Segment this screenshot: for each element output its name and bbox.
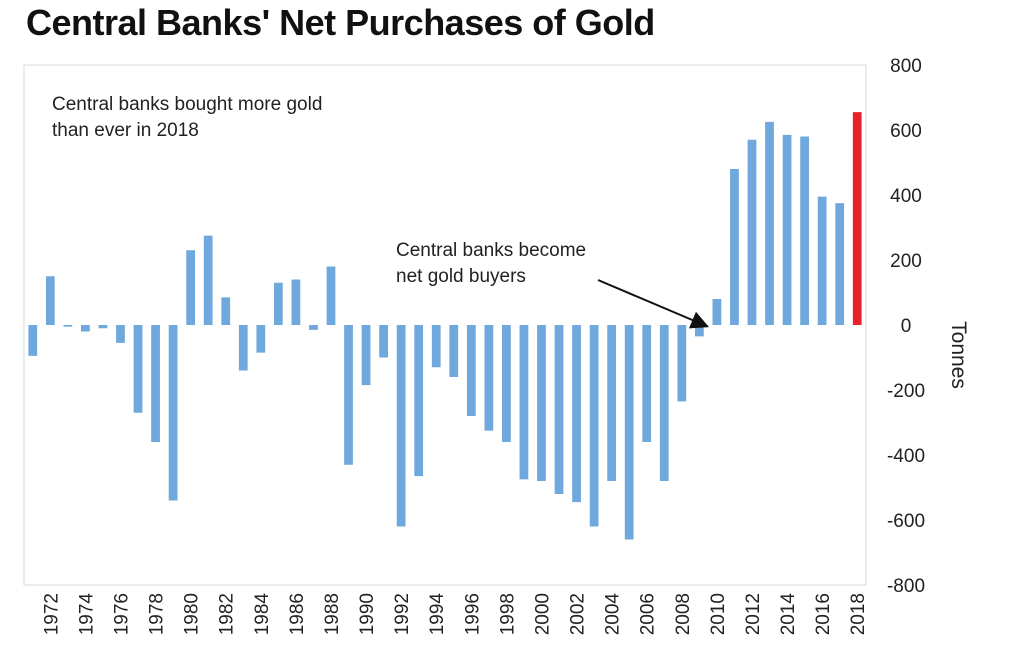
bar-1975 (98, 325, 108, 329)
bar-2018 (852, 112, 862, 326)
x-tick-label: 2008 (673, 593, 694, 635)
bar-1973 (63, 325, 73, 327)
x-tick-label: 1994 (427, 593, 448, 636)
x-tick-label: 1974 (76, 593, 97, 636)
bar-2015 (800, 136, 809, 325)
y-tick-label: 200 (890, 251, 922, 272)
bar-1978 (151, 325, 160, 442)
bar-1999 (519, 325, 529, 480)
x-tick-label: 1990 (357, 593, 378, 635)
bar-1971 (28, 325, 38, 356)
x-tick-label: 1986 (287, 593, 308, 635)
bar-1994 (431, 325, 441, 368)
bar-1995 (449, 325, 459, 377)
x-tick-label: 2018 (848, 593, 869, 635)
bar-1974 (81, 325, 90, 332)
x-tick-label: 2000 (532, 593, 553, 635)
annotation-net-buyers-line-2: net gold buyers (396, 266, 526, 287)
bar-1983 (238, 325, 248, 371)
bar-1972 (45, 276, 55, 325)
chart-title: Central Banks' Net Purchases of Gold (26, 2, 655, 43)
bar-1991 (379, 325, 388, 358)
bar-1997 (484, 325, 494, 431)
bar-1996 (466, 325, 476, 416)
annotation-record-2018: Central banks bought more gold than ever… (52, 94, 328, 141)
y-tick-label: -400 (887, 446, 925, 467)
bar-1987 (309, 325, 318, 330)
bar-1986 (291, 279, 301, 325)
bar-2001 (554, 325, 564, 494)
bar-2004 (607, 325, 617, 481)
bar-1988 (326, 266, 336, 325)
x-tick-label: 1978 (147, 593, 168, 635)
x-tick-label: 1988 (322, 593, 343, 635)
bar-1990 (361, 325, 371, 386)
bar-1989 (344, 325, 353, 465)
y-tick-label: -800 (887, 576, 925, 597)
y-tick-label: 0 (901, 316, 912, 337)
bar-2010 (712, 299, 722, 325)
bar-2000 (537, 325, 546, 481)
annotation-record-line-1: Central banks bought more gold (52, 94, 322, 115)
x-tick-label: 2014 (778, 593, 799, 636)
bar-1979 (168, 325, 178, 501)
y-tick-label: -200 (887, 381, 925, 402)
bars-layer (28, 112, 862, 540)
x-tick-label: 1980 (182, 593, 203, 635)
bar-1976 (116, 325, 125, 343)
bar-2011 (730, 169, 739, 325)
x-tick-label: 2004 (603, 593, 624, 636)
annotation-net-buyers-line-1: Central banks become (396, 240, 586, 261)
bar-2003 (589, 325, 599, 527)
x-tick-label: 1998 (497, 593, 518, 635)
x-tick-label: 1982 (217, 593, 238, 635)
x-tick-label: 2016 (813, 593, 834, 635)
bar-2002 (572, 325, 581, 503)
bar-2007 (659, 325, 669, 481)
bar-2017 (835, 203, 845, 326)
bar-1982 (221, 297, 231, 326)
y-tick-label: 400 (890, 186, 922, 207)
x-tick-label: 2006 (638, 593, 659, 635)
y-axis: 800 600 400 200 0 -200 -400 -600 -800 (887, 56, 925, 597)
bar-1998 (502, 325, 511, 442)
bar-1984 (256, 325, 266, 353)
bar-1992 (396, 325, 406, 527)
x-tick-label: 1984 (252, 593, 273, 636)
annotation-arrow (597, 279, 710, 329)
bar-2013 (765, 121, 774, 326)
y-tick-label: 800 (890, 56, 922, 77)
bar-2016 (817, 196, 827, 326)
annotation-record-line-2: than ever in 2018 (52, 120, 199, 141)
y-axis-title: Tonnes (947, 321, 970, 389)
bar-1980 (186, 250, 196, 325)
x-axis: 1972 1974 1976 1978 1980 1982 1984 1986 1988 1990… (41, 593, 869, 636)
bar-1985 (273, 282, 283, 325)
bar-2012 (747, 139, 757, 325)
annotation-net-buyers: Central banks become net gold buyers (396, 240, 591, 287)
x-tick-label: 1972 (41, 593, 62, 635)
bar-2006 (642, 325, 652, 442)
x-tick-label: 2010 (708, 593, 729, 635)
bar-2005 (624, 325, 634, 540)
x-tick-label: 1996 (462, 593, 483, 635)
x-tick-label: 1992 (392, 593, 413, 635)
y-tick-label: 600 (890, 121, 922, 142)
bar-2009 (694, 325, 704, 337)
plot-area (23, 64, 867, 586)
x-tick-label: 2012 (743, 593, 764, 635)
x-tick-label: 1976 (111, 593, 132, 635)
bar-2008 (677, 325, 687, 402)
bar-2014 (782, 134, 792, 326)
bar-1981 (203, 235, 213, 326)
bar-1977 (133, 325, 143, 413)
x-tick-label: 2002 (568, 593, 589, 635)
bar-1993 (414, 325, 424, 477)
y-tick-label: -600 (887, 511, 925, 532)
